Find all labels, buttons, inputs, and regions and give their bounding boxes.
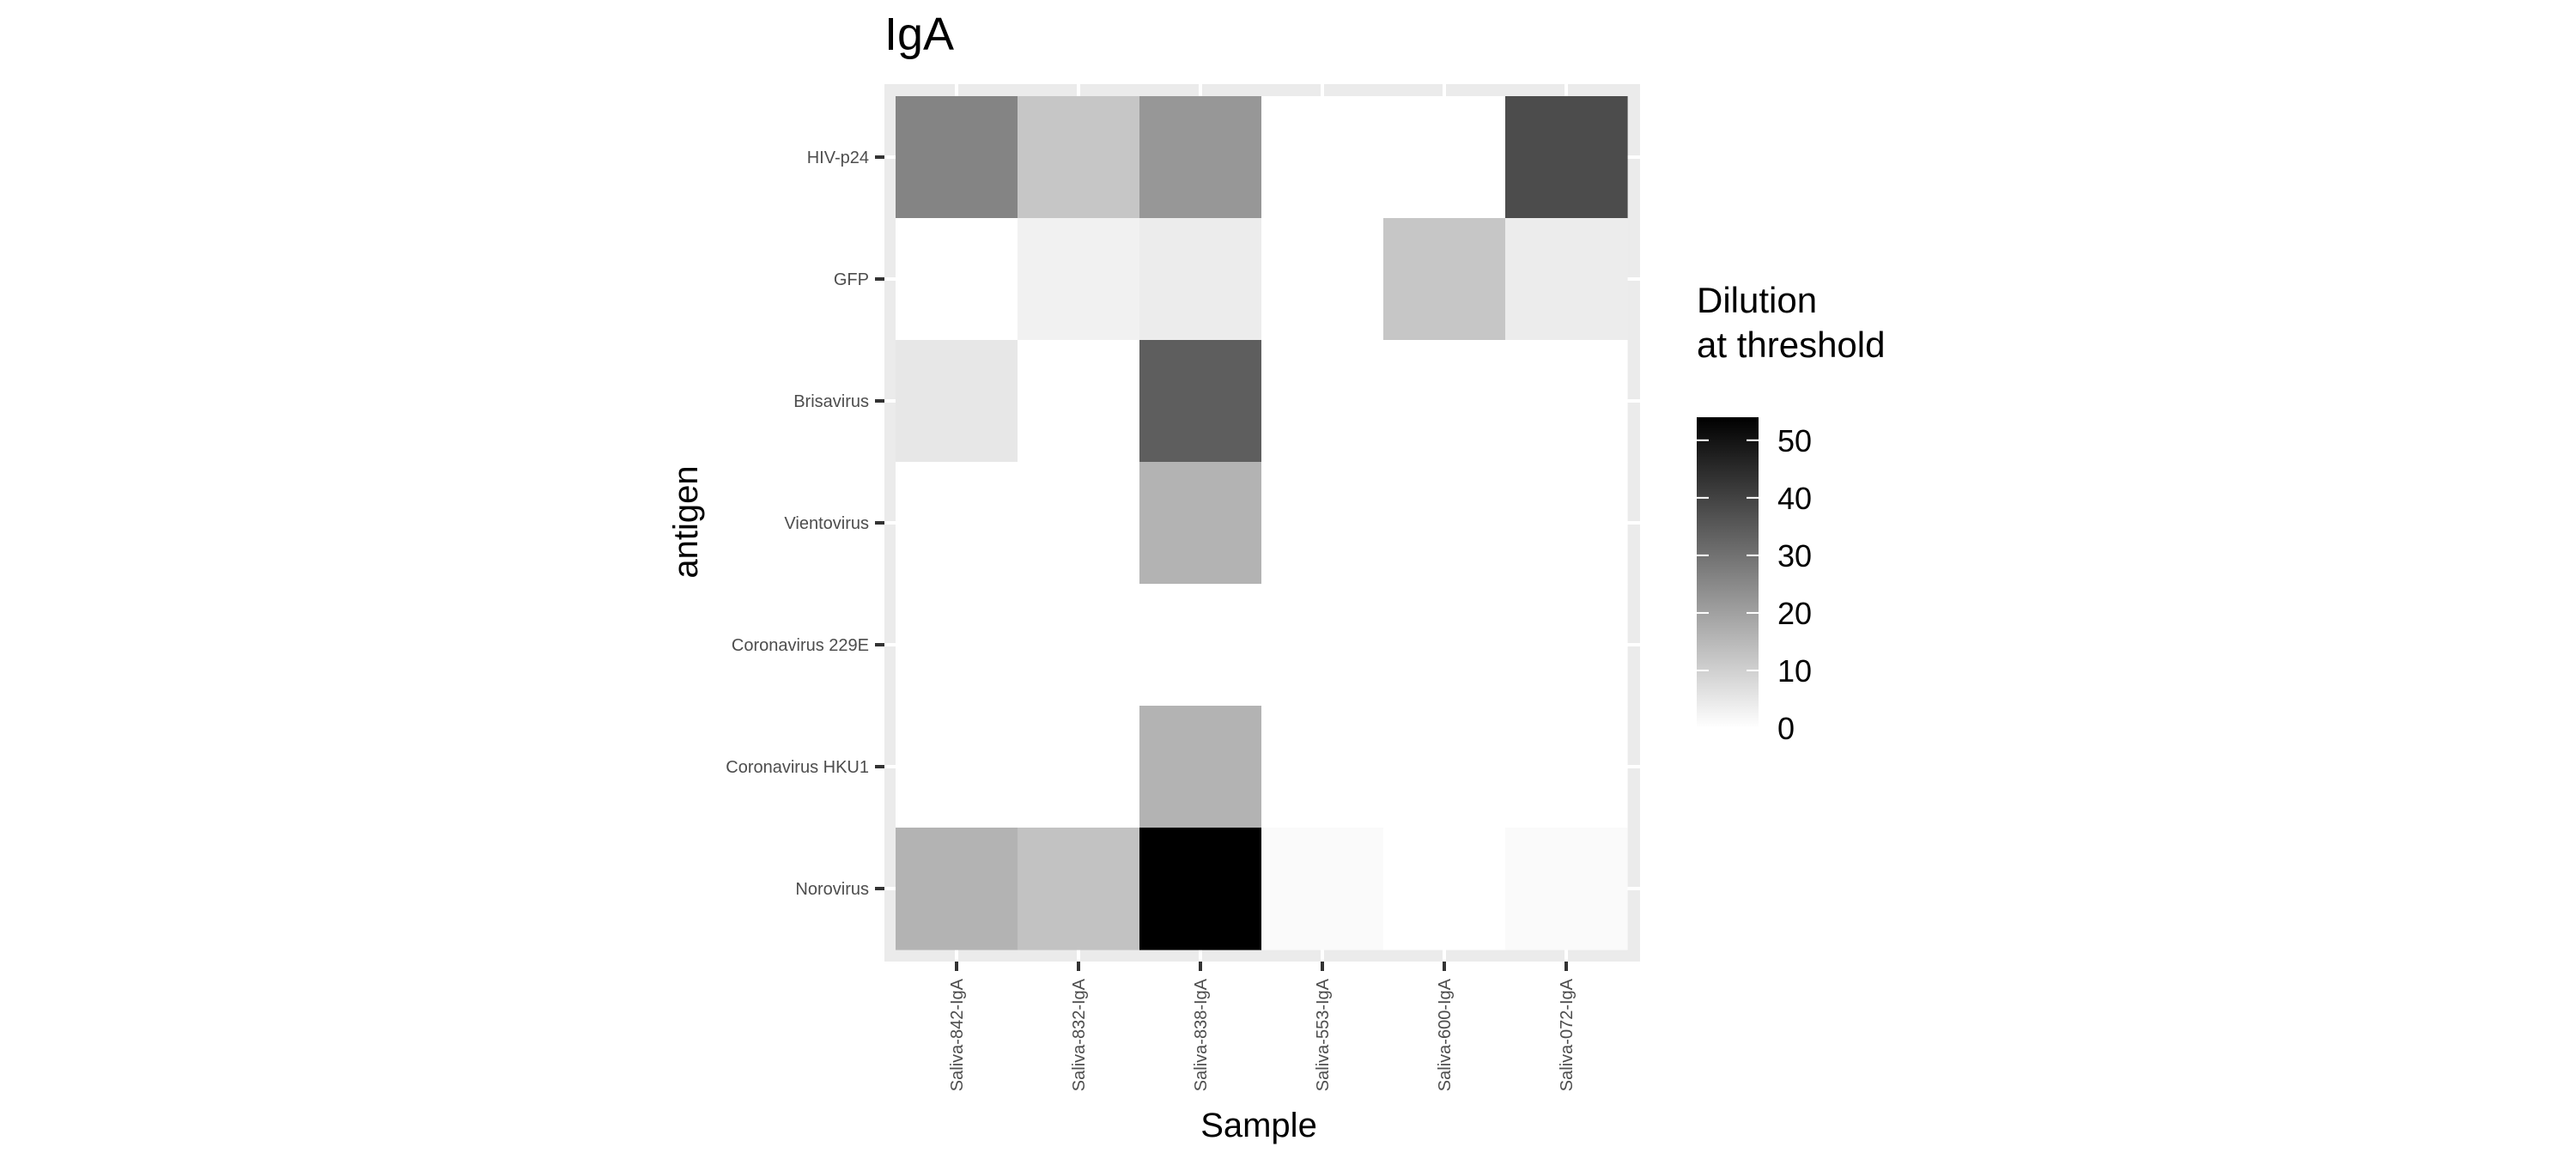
heatmap-cell [1505,462,1628,585]
heatmap-cell [1505,828,1628,950]
legend-label: 40 [1777,481,1812,516]
heatmap-cell [1261,96,1384,219]
legend-label: 10 [1777,653,1812,689]
heatmap-cell [1383,706,1506,828]
heatmap-cell [1139,340,1262,463]
heatmap-cell [1261,584,1384,707]
x-tick-label: Saliva-553-IgA [1314,978,1333,1091]
heatmap-cell [1018,828,1140,950]
heatmap-cell [1139,584,1262,707]
legend-label: 30 [1777,538,1812,573]
y-tick-label: HIV-p24 [807,149,869,167]
heatmap-cell [1261,340,1384,463]
heatmap-cell [1505,96,1628,219]
color-legend: Dilution at threshold 0 10 20 30 40 50 [1697,280,1885,746]
heatmap-cell [1261,706,1384,828]
heatmap-cell [1018,218,1140,341]
heatmap-cell [896,584,1018,707]
x-tick-label: Saliva-842-IgA [948,978,967,1091]
heatmap-cell [1139,706,1262,828]
heatmap-cell [1383,96,1506,219]
heatmap-cell [1018,96,1140,219]
heatmap-cell [1383,828,1506,950]
heatmap-cell [1139,218,1262,341]
legend-label: 50 [1777,423,1812,458]
chart-title: IgA [884,9,954,60]
y-tick-label: Norovirus [795,880,869,899]
heatmap-cell [1018,462,1140,585]
heatmap-cell [1139,462,1262,585]
y-tick-label: GFP [834,270,869,289]
heatmap-cell [896,462,1018,585]
heatmap-cell [1261,462,1384,585]
legend-colorbar [1697,417,1759,728]
heatmap-cell [1383,584,1506,707]
heatmap-cell [1505,218,1628,341]
heatmap-cell [1261,828,1384,950]
legend-label: 0 [1777,711,1795,746]
x-axis: Saliva-842-IgA Saliva-832-IgA Saliva-838-I… [948,962,1577,1091]
heatmap-cell [1139,96,1262,219]
x-tick-label: Saliva-838-IgA [1192,978,1211,1091]
heatmap-cell [1505,584,1628,707]
heatmap-cell [896,96,1018,219]
y-tick-label: Coronavirus 229E [732,636,869,655]
heatmap-cell [1383,218,1506,341]
heatmap-cell [896,340,1018,463]
heatmap-cell [896,828,1018,950]
heatmap-cell [1018,340,1140,463]
heatmap-cell [1139,828,1262,950]
y-axis: HIV-p24 GFP Brisavirus Vientovirus Coronavir… [726,149,884,899]
heatmap-cell [896,706,1018,828]
legend-label: 20 [1777,596,1812,631]
heatmap-cell [1018,584,1140,707]
legend-title: at threshold [1697,325,1885,365]
y-tick-label: Vientovirus [784,514,869,533]
heatmap-cell [1261,218,1384,341]
y-tick-label: Coronavirus HKU1 [726,758,869,777]
y-axis-title: antigen [667,465,705,578]
heatmap-cells [896,96,1628,950]
y-tick-label: Brisavirus [793,392,869,411]
heatmap-cell [1018,706,1140,828]
heatmap-cell [1383,340,1506,463]
x-tick-label: Saliva-072-IgA [1558,978,1577,1091]
heatmap-cell [1505,340,1628,463]
heatmap-cell [1383,462,1506,585]
legend-title: Dilution [1697,280,1817,320]
x-tick-label: Saliva-832-IgA [1070,978,1089,1091]
heatmap-cell [1505,706,1628,828]
x-axis-title: Sample [1200,1107,1317,1144]
x-tick-label: Saliva-600-IgA [1436,978,1455,1091]
heatmap-cell [896,218,1018,341]
